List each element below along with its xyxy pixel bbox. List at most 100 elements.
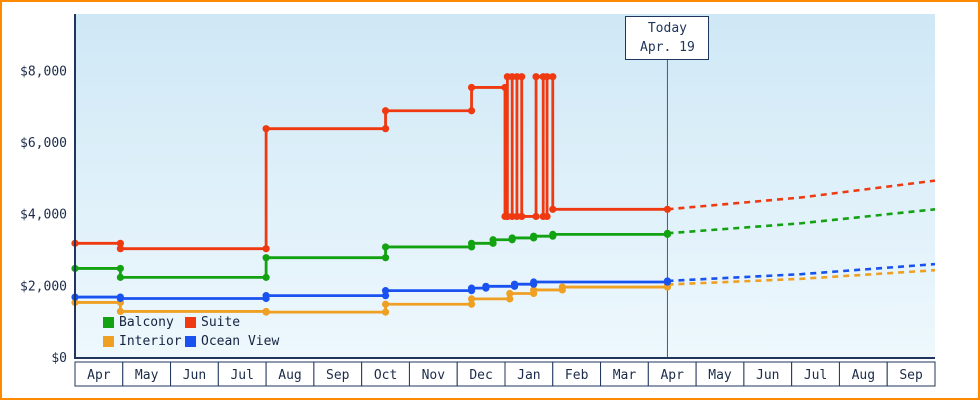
month-label: Apr xyxy=(660,368,684,383)
month-cell xyxy=(838,361,888,387)
price-point-ocean-view xyxy=(510,280,519,288)
today-marker-box: Today Apr. 19 xyxy=(625,16,710,60)
price-point-balcony xyxy=(381,254,390,262)
today-date: Apr. 19 xyxy=(640,40,695,55)
month-cell xyxy=(791,361,840,387)
balcony-color-swatch xyxy=(103,316,114,328)
price-point-balcony xyxy=(508,234,516,242)
price-point-balcony xyxy=(530,232,538,240)
month-cell xyxy=(886,361,936,387)
price-point-balcony xyxy=(381,243,390,251)
price-point-interior xyxy=(506,289,514,298)
price-point-interior xyxy=(381,308,390,316)
month-cell xyxy=(743,361,793,387)
today-title: Today xyxy=(647,21,687,36)
price-point-ocean-view xyxy=(262,292,270,300)
y-axis-label: $6,000 xyxy=(20,136,67,151)
price-point-interior xyxy=(558,283,566,291)
legend-label-interior: Interior xyxy=(119,333,182,349)
series-forecast-interior xyxy=(667,268,936,286)
suite-color-swatch xyxy=(185,316,196,328)
month-label: Dec xyxy=(469,368,492,383)
month-label: Sep xyxy=(899,368,923,383)
legend-item-suite: Suite xyxy=(185,313,279,331)
y-axis-label: $8,000 xyxy=(20,64,67,79)
price-point-interior xyxy=(262,308,270,316)
price-point-ocean-view xyxy=(530,278,538,286)
price-point-interior xyxy=(381,300,390,308)
price-point-ocean-view xyxy=(467,284,476,292)
price-point-interior xyxy=(467,300,476,308)
price-point-balcony xyxy=(116,264,124,273)
month-cell xyxy=(265,361,315,387)
y-axis-label: $4,000 xyxy=(20,208,67,223)
month-label: Feb xyxy=(565,368,589,383)
legend-label-suite: Suite xyxy=(201,314,241,330)
price-point-ocean-view xyxy=(381,292,390,300)
price-point-suite xyxy=(663,205,672,213)
month-label: Jun xyxy=(183,368,206,383)
interior-color-swatch xyxy=(103,335,114,347)
legend-item-interior: Interior xyxy=(103,332,185,350)
price-point-suite xyxy=(543,73,551,81)
price-point-suite xyxy=(532,73,540,81)
month-cell xyxy=(695,361,745,387)
series-forecast-suite xyxy=(667,179,936,211)
price-point-balcony xyxy=(549,230,557,238)
price-point-balcony xyxy=(262,254,270,262)
price-point-suite xyxy=(501,83,509,92)
price-point-suite xyxy=(467,83,476,92)
chart-legend: Balcony Suite Interior Ocean View xyxy=(103,313,279,350)
legend-item-ocean-view: Ocean View xyxy=(185,332,279,350)
price-point-suite xyxy=(262,125,270,133)
price-point-balcony xyxy=(116,273,124,281)
price-point-suite xyxy=(262,245,270,253)
legend-item-balcony: Balcony xyxy=(103,313,185,331)
series-forecast-balcony xyxy=(667,207,936,235)
month-label: Oct xyxy=(374,368,397,383)
month-cell xyxy=(217,361,267,387)
month-label: Jul xyxy=(230,368,253,383)
month-label: May xyxy=(135,368,159,383)
month-cell xyxy=(647,361,697,387)
price-point-balcony xyxy=(663,229,672,237)
month-cell xyxy=(552,361,602,387)
price-point-interior xyxy=(116,307,124,316)
y-axis-label: $0 xyxy=(51,351,67,366)
price-point-suite xyxy=(549,73,557,81)
legend-label-balcony: Balcony xyxy=(119,314,174,330)
y-axis-label: $2,000 xyxy=(20,279,67,294)
price-point-balcony xyxy=(262,273,270,281)
price-point-ocean-view xyxy=(381,287,390,295)
price-point-suite xyxy=(381,107,390,115)
month-label: Apr xyxy=(87,368,111,383)
month-label: Jul xyxy=(804,368,827,383)
month-label: Jan xyxy=(517,368,540,383)
price-point-suite xyxy=(532,212,540,221)
price-point-suite xyxy=(381,125,390,133)
month-label: Nov xyxy=(422,368,446,383)
month-label: Aug xyxy=(852,368,875,383)
price-point-suite xyxy=(116,239,124,247)
price-point-suite xyxy=(467,107,476,115)
month-label: Sep xyxy=(326,368,350,383)
price-point-suite xyxy=(549,205,557,213)
month-label: Jun xyxy=(756,368,779,383)
month-label: Mar xyxy=(613,368,637,383)
price-point-ocean-view xyxy=(482,282,490,290)
month-label: May xyxy=(708,368,732,383)
month-cell xyxy=(408,361,458,387)
price-point-suite xyxy=(543,212,551,221)
month-label: Aug xyxy=(278,368,301,383)
ocean-view-color-swatch xyxy=(185,335,196,347)
price-point-balcony xyxy=(489,236,497,244)
price-point-balcony xyxy=(467,239,476,247)
price-point-ocean-view xyxy=(116,294,124,303)
price-point-suite xyxy=(116,245,124,253)
month-cell xyxy=(456,361,506,387)
price-point-ocean-view xyxy=(663,277,672,285)
legend-label-ocean-view: Ocean View xyxy=(201,333,280,349)
series-forecast-ocean-view xyxy=(667,262,936,283)
